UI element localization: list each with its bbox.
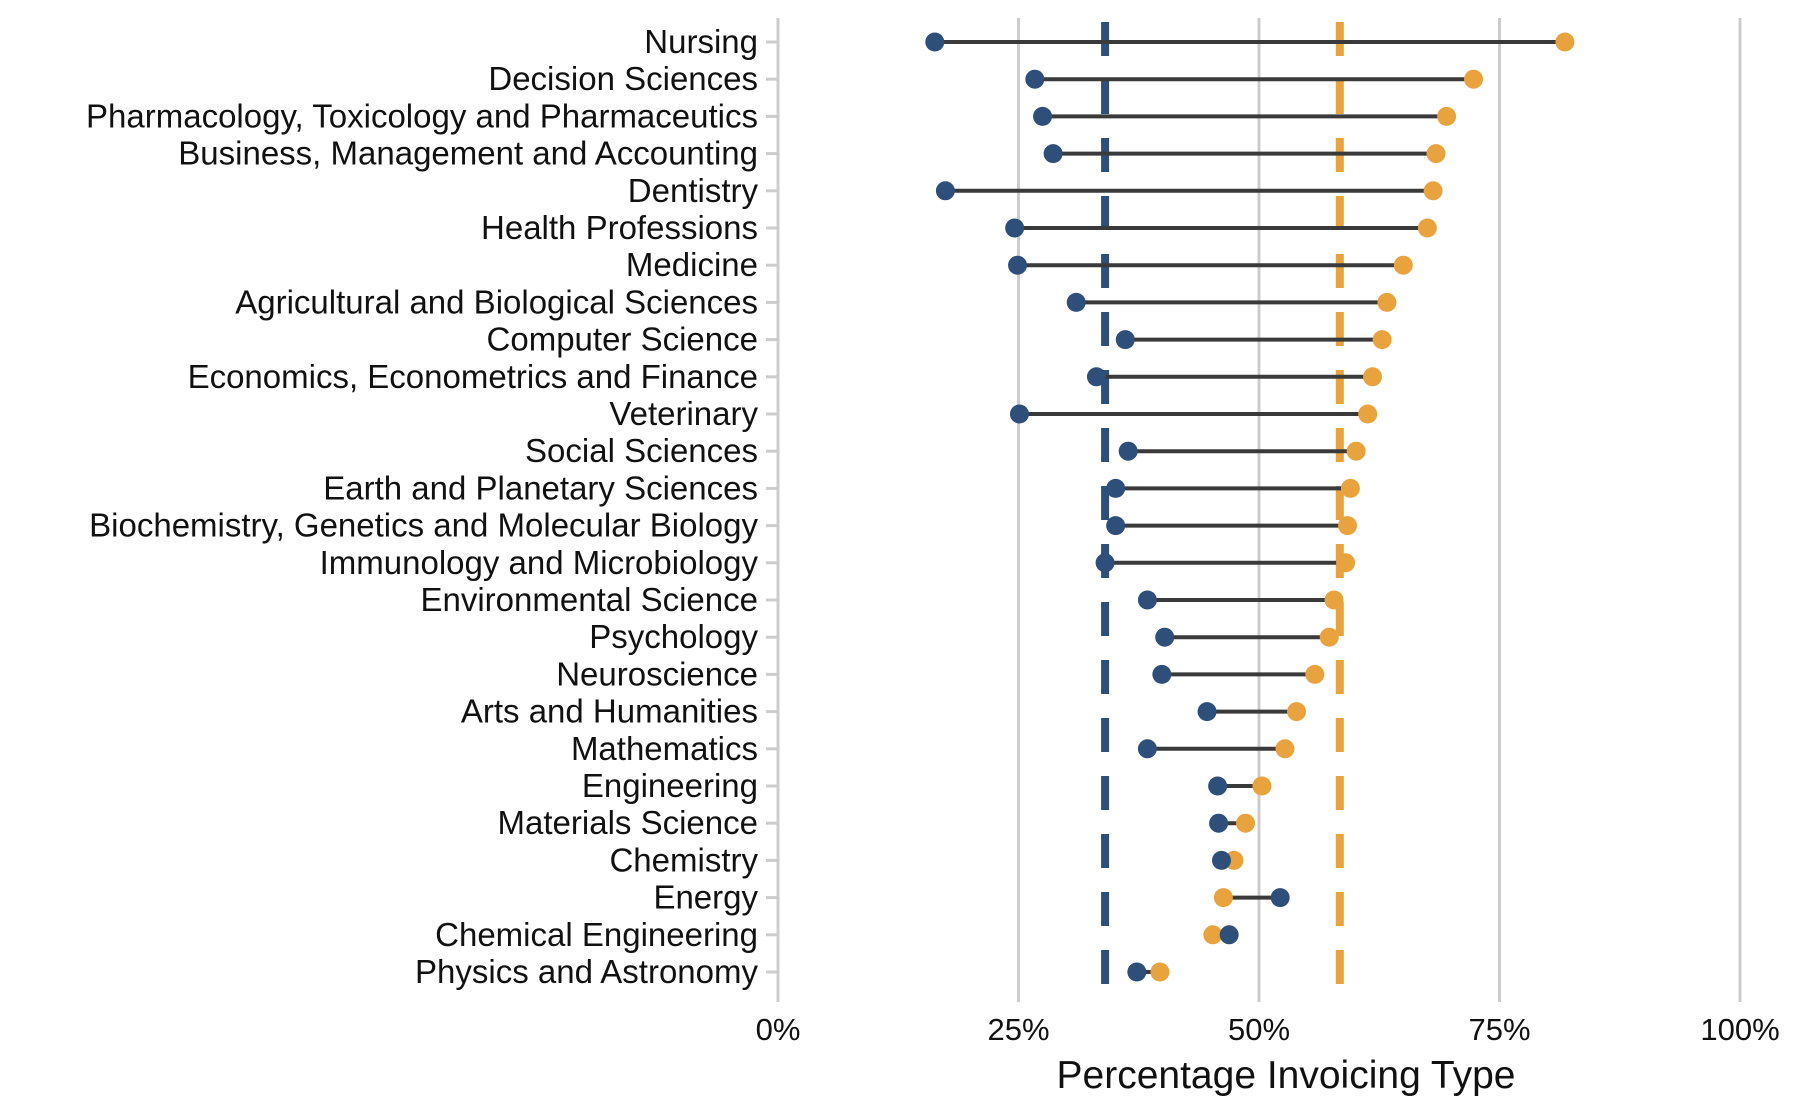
category-label: Pharmacology, Toxicology and Pharmaceuti… [86,97,758,134]
point-series-a [1115,330,1135,350]
point-series-b [1464,69,1484,89]
category-label: Health Professions [481,209,758,246]
x-tick-label: 0% [756,1012,801,1047]
gridlines [776,18,1742,1002]
point-series-b [1324,590,1344,610]
category-label: Veterinary [609,395,758,432]
point-series-a [1095,553,1115,573]
point-series-a [1270,888,1290,908]
x-tick-label: 50% [1228,1012,1290,1047]
category-label: Physics and Astronomy [415,953,758,990]
category-label: Business, Management and Accounting [178,135,758,172]
point-series-b [1372,330,1392,350]
data-points [925,32,1575,982]
point-series-a [1106,478,1126,498]
x-tick-label: 25% [987,1012,1049,1047]
category-label: Environmental Science [420,581,758,618]
category-label: Agricultural and Biological Sciences [235,283,758,320]
category-label: Immunology and Microbiology [320,544,759,581]
point-series-a [1127,962,1147,982]
category-label: Social Sciences [525,432,758,469]
category-label: Dentistry [628,172,759,209]
point-series-a [1005,218,1025,238]
category-label: Biochemistry, Genetics and Molecular Bio… [89,507,758,544]
point-series-b [1287,702,1307,722]
category-label: Medicine [626,246,758,283]
point-series-b [1423,181,1443,201]
point-series-a [1009,404,1029,424]
point-series-b [1213,888,1233,908]
x-tick-label: 100% [1700,1012,1779,1047]
point-series-b [1437,106,1457,126]
point-series-a [1208,776,1228,796]
point-series-b [1340,478,1360,498]
point-series-b [1426,144,1446,164]
x-axis-ticks: 0% 25% 50% 75% 100% [756,1012,1780,1047]
point-series-a [935,181,955,201]
point-series-b [1252,776,1272,796]
category-label: Earth and Planetary Sciences [323,469,758,506]
point-series-b [1319,627,1339,647]
category-label: Materials Science [498,804,758,841]
category-label: Energy [653,879,758,916]
point-series-a [1137,739,1157,759]
point-series-b [1275,739,1295,759]
category-label: Arts and Humanities [461,693,758,730]
point-series-a [1155,627,1175,647]
point-series-a [1137,590,1157,610]
point-series-b [1358,404,1378,424]
category-label: Decision Sciences [488,60,758,97]
category-label: Chemical Engineering [435,916,758,953]
x-axis-title: Percentage Invoicing Type [1057,1054,1516,1097]
point-series-b [1377,292,1397,312]
point-series-b [1555,32,1575,52]
point-series-b [1417,218,1437,238]
category-label: Nursing [644,23,758,60]
point-series-b [1203,925,1223,945]
point-series-a [1106,516,1126,536]
category-label: Psychology [589,618,758,655]
point-series-a [1025,69,1045,89]
category-label: Mathematics [571,730,758,767]
point-series-a [1118,441,1138,461]
x-tick-label: 75% [1468,1012,1530,1047]
point-series-a [1209,813,1229,833]
point-series-b [1393,255,1413,275]
point-series-a [925,32,945,52]
category-label: Economics, Econometrics and Finance [188,358,758,395]
point-series-a [1197,702,1217,722]
point-series-b [1305,664,1325,684]
point-series-a [1033,106,1053,126]
point-series-b [1236,813,1256,833]
point-series-a [1066,292,1086,312]
point-series-b [1363,367,1383,387]
point-series-a [1219,925,1239,945]
point-series-a [1211,850,1231,870]
point-series-b [1338,516,1358,536]
point-series-a [1043,144,1063,164]
point-series-b [1150,962,1170,982]
point-series-a [1008,255,1028,275]
category-label: Chemistry [609,841,758,878]
category-label: Neuroscience [556,655,758,692]
point-series-b [1346,441,1366,461]
connectors [934,40,1565,974]
category-label: Computer Science [487,321,758,358]
point-series-a [1086,367,1106,387]
point-series-b [1336,553,1356,573]
reference-lines [1101,22,1344,998]
category-label: Engineering [582,767,758,804]
point-series-a [1152,664,1172,684]
